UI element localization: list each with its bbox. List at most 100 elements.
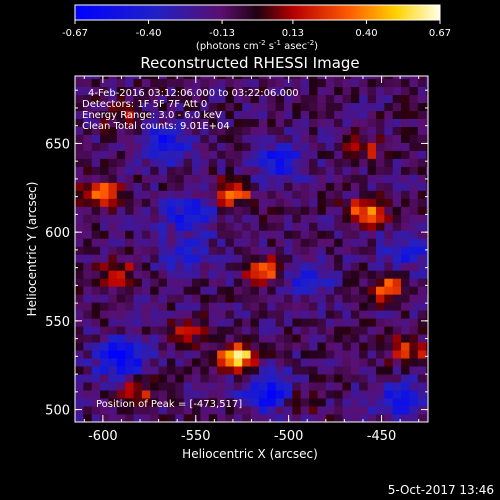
heatmap-cell — [284, 398, 293, 407]
heatmap-cell — [242, 350, 251, 359]
heatmap-cell — [342, 310, 352, 319]
heatmap-cell — [150, 406, 160, 415]
heatmap-cell — [217, 206, 226, 215]
heatmap-cell — [275, 222, 285, 231]
heatmap-cell — [334, 254, 343, 263]
heatmap-cell — [116, 398, 126, 407]
heatmap-cell — [275, 246, 285, 255]
heatmap-cell — [183, 118, 193, 127]
heatmap-cell — [100, 142, 109, 151]
heatmap-cell — [367, 342, 377, 351]
heatmap-cell — [375, 390, 385, 399]
heatmap-cell — [325, 78, 335, 88]
heatmap-cell — [384, 182, 394, 191]
heatmap-cell — [233, 334, 243, 343]
heatmap-cell — [342, 230, 352, 239]
heatmap-cell — [317, 222, 327, 231]
heatmap-cell — [208, 134, 218, 143]
heatmap-cell — [250, 342, 260, 351]
heatmap-cell — [426, 142, 428, 151]
heatmap-cell — [359, 76, 369, 80]
heatmap-cell — [342, 142, 352, 151]
heatmap-cell — [83, 78, 93, 88]
heatmap-cell — [75, 198, 84, 207]
heatmap-cell — [275, 358, 285, 367]
heatmap-cell — [183, 334, 193, 343]
heatmap-cell — [183, 134, 193, 143]
heatmap-cell — [275, 86, 285, 96]
heatmap-cell — [417, 190, 427, 199]
colorbar-ticks: -0.67 -0.40 -0.13 0.13 0.40 0.67 — [62, 20, 451, 39]
heatmap-cell — [317, 254, 327, 263]
heatmap-cell — [367, 78, 377, 88]
heatmap-cell — [384, 398, 394, 407]
heatmap-cell — [166, 198, 176, 207]
heatmap-cell — [75, 414, 84, 422]
heatmap-cell — [401, 198, 410, 207]
heatmap-cell — [225, 230, 235, 239]
heatmap-cell — [125, 358, 134, 367]
heatmap-cell — [233, 342, 243, 351]
heatmap-cell — [350, 222, 360, 231]
heatmap-cell — [108, 278, 118, 287]
heatmap-cell — [417, 246, 427, 255]
heatmap-cell — [284, 350, 293, 359]
heatmap-cell — [325, 150, 335, 159]
heatmap-cell — [367, 238, 377, 247]
heatmap-cell — [125, 278, 134, 287]
heatmap-cell — [183, 150, 193, 159]
heatmap-cell — [183, 358, 193, 367]
heatmap-cell — [75, 190, 84, 199]
heatmap-cell — [233, 230, 243, 239]
heatmap-cell — [392, 374, 402, 383]
heatmap-cell — [175, 382, 185, 391]
heatmap-cell — [275, 334, 285, 343]
heatmap-cell — [125, 182, 134, 191]
heatmap-cell — [108, 214, 118, 223]
heatmap-cell — [150, 262, 160, 271]
heatmap-cell — [100, 214, 109, 223]
heatmap-cell — [342, 382, 352, 391]
heatmap-cell — [284, 326, 293, 335]
heatmap-cell — [158, 110, 168, 119]
colorbar-tick-label: 0.40 — [355, 28, 377, 39]
heatmap-cell — [133, 406, 143, 415]
colorbar-units: (photons cm-2 s-1 asec-2) — [196, 39, 318, 52]
heatmap-cell — [158, 246, 168, 255]
heatmap-cell — [141, 382, 151, 391]
heatmap-cell — [350, 142, 360, 151]
heatmap-cell — [175, 398, 185, 407]
heatmap-cell — [225, 142, 235, 151]
heatmap-cell — [75, 318, 84, 327]
heatmap-cell — [83, 398, 93, 407]
heatmap-cell — [417, 382, 427, 391]
heatmap-cell — [392, 142, 402, 151]
heatmap-cell — [233, 270, 243, 279]
heatmap-cell — [342, 238, 352, 247]
y-tick-label: 550 — [45, 315, 70, 330]
heatmap-cell — [83, 158, 93, 167]
heatmap-cell — [141, 414, 151, 422]
heatmap-cell — [317, 398, 327, 407]
heatmap-cell — [158, 150, 168, 159]
heatmap-cell — [292, 94, 302, 104]
heatmap-cell — [342, 294, 352, 303]
heatmap-cell — [91, 350, 101, 359]
heatmap-cell — [342, 206, 352, 215]
heatmap-cell — [175, 190, 185, 199]
heatmap-cell — [309, 270, 318, 279]
heatmap-cell — [83, 102, 93, 111]
heatmap-cell — [108, 150, 118, 159]
heatmap-cell — [325, 238, 335, 247]
heatmap-cell — [334, 286, 343, 295]
heatmap-cell — [384, 358, 394, 367]
heatmap-cell — [83, 414, 93, 422]
heatmap-cell — [158, 94, 168, 104]
heatmap-cell — [309, 374, 318, 383]
heatmap-cell — [300, 238, 310, 247]
heatmap-cell — [267, 214, 277, 223]
heatmap-cell — [166, 350, 176, 359]
heatmap-cell — [275, 174, 285, 183]
heatmap-cell — [392, 350, 402, 359]
heatmap-cell — [258, 126, 268, 135]
